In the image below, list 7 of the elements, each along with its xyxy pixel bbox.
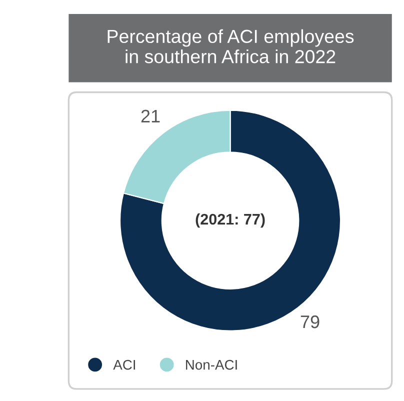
data-label: 79: [300, 315, 320, 328]
chart-title: Percentage of ACI employees in southern Africa in 2022: [108, 29, 354, 64]
text: (2021: 77): [196, 213, 265, 228]
data-label: 21: [141, 110, 160, 122]
legend-label: ACI: [113, 360, 135, 370]
donut-slice: [119, 110, 342, 332]
legend-label: Non-ACI: [186, 360, 237, 370]
